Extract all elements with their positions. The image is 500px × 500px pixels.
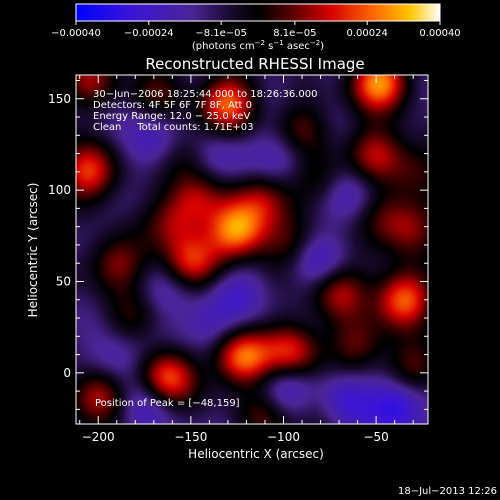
footer-date: 18−Jul−2013 12:26: [398, 486, 497, 497]
colorbar-tick-label: 8.1e−05: [273, 28, 316, 39]
plot-frame: [75, 74, 429, 425]
colorbar: −0.00040 −0.00024 −8.1e−05 8.1e−05 0.00024 0.…: [51, 3, 461, 52]
y-tick-label: 150: [48, 92, 71, 106]
colorbar-tick-label: 0.00040: [419, 28, 460, 39]
colorbar-tick-label: −0.00040: [51, 28, 101, 39]
colorbar-frame: [75, 3, 441, 22]
annotation-counts: Clean Total counts: 1.71E+03: [93, 122, 253, 133]
y-axis-ticks: 0 50 100 150: [48, 79, 428, 410]
rhessi-image: [76, 75, 428, 424]
peak-position-label: Position of Peak = [−48,159]: [95, 398, 240, 409]
y-tick-label: 50: [56, 274, 71, 288]
x-tick-label: −100: [267, 430, 300, 444]
colorbar-tick-label: −0.00024: [124, 28, 174, 39]
x-tick-label: −150: [174, 430, 207, 444]
x-tick-label: −200: [82, 430, 115, 444]
x-axis-label: Heliocentric X (arcsec): [188, 447, 324, 461]
colorbar-tick-label: −8.1e−05: [195, 28, 247, 39]
y-tick-label: 0: [63, 366, 71, 380]
x-tick-label: −50: [363, 430, 388, 444]
colorbar-ticks: −0.00040 −0.00024 −8.1e−05 8.1e−05 0.00024 0.…: [51, 21, 461, 39]
colorbar-units: (photons cm−2 s−1 asec−2): [192, 39, 324, 52]
colorbar-gradient: [76, 4, 440, 21]
image-container: [76, 75, 428, 424]
colorbar-tick-label: 0.00024: [347, 28, 388, 39]
annotation-detectors: Detectors: 4F 5F 6F 7F 8F, Att 0: [93, 100, 252, 111]
annotations: 30−Jun−2006 18:25:44.000 to 18:26:36.000…: [93, 89, 318, 409]
y-tick-label: 100: [48, 183, 71, 197]
y-axis-label: Heliocentric Y (arcsec): [26, 183, 40, 318]
chart-title: Reconstructed RHESSI Image: [145, 55, 364, 73]
annotation-time: 30−Jun−2006 18:25:44.000 to 18:26:36.000: [93, 89, 318, 100]
x-axis-ticks: −200 −150 −100 −50: [79, 75, 414, 444]
annotation-energy: Energy Range: 12.0 − 25.0 keV: [93, 111, 250, 122]
